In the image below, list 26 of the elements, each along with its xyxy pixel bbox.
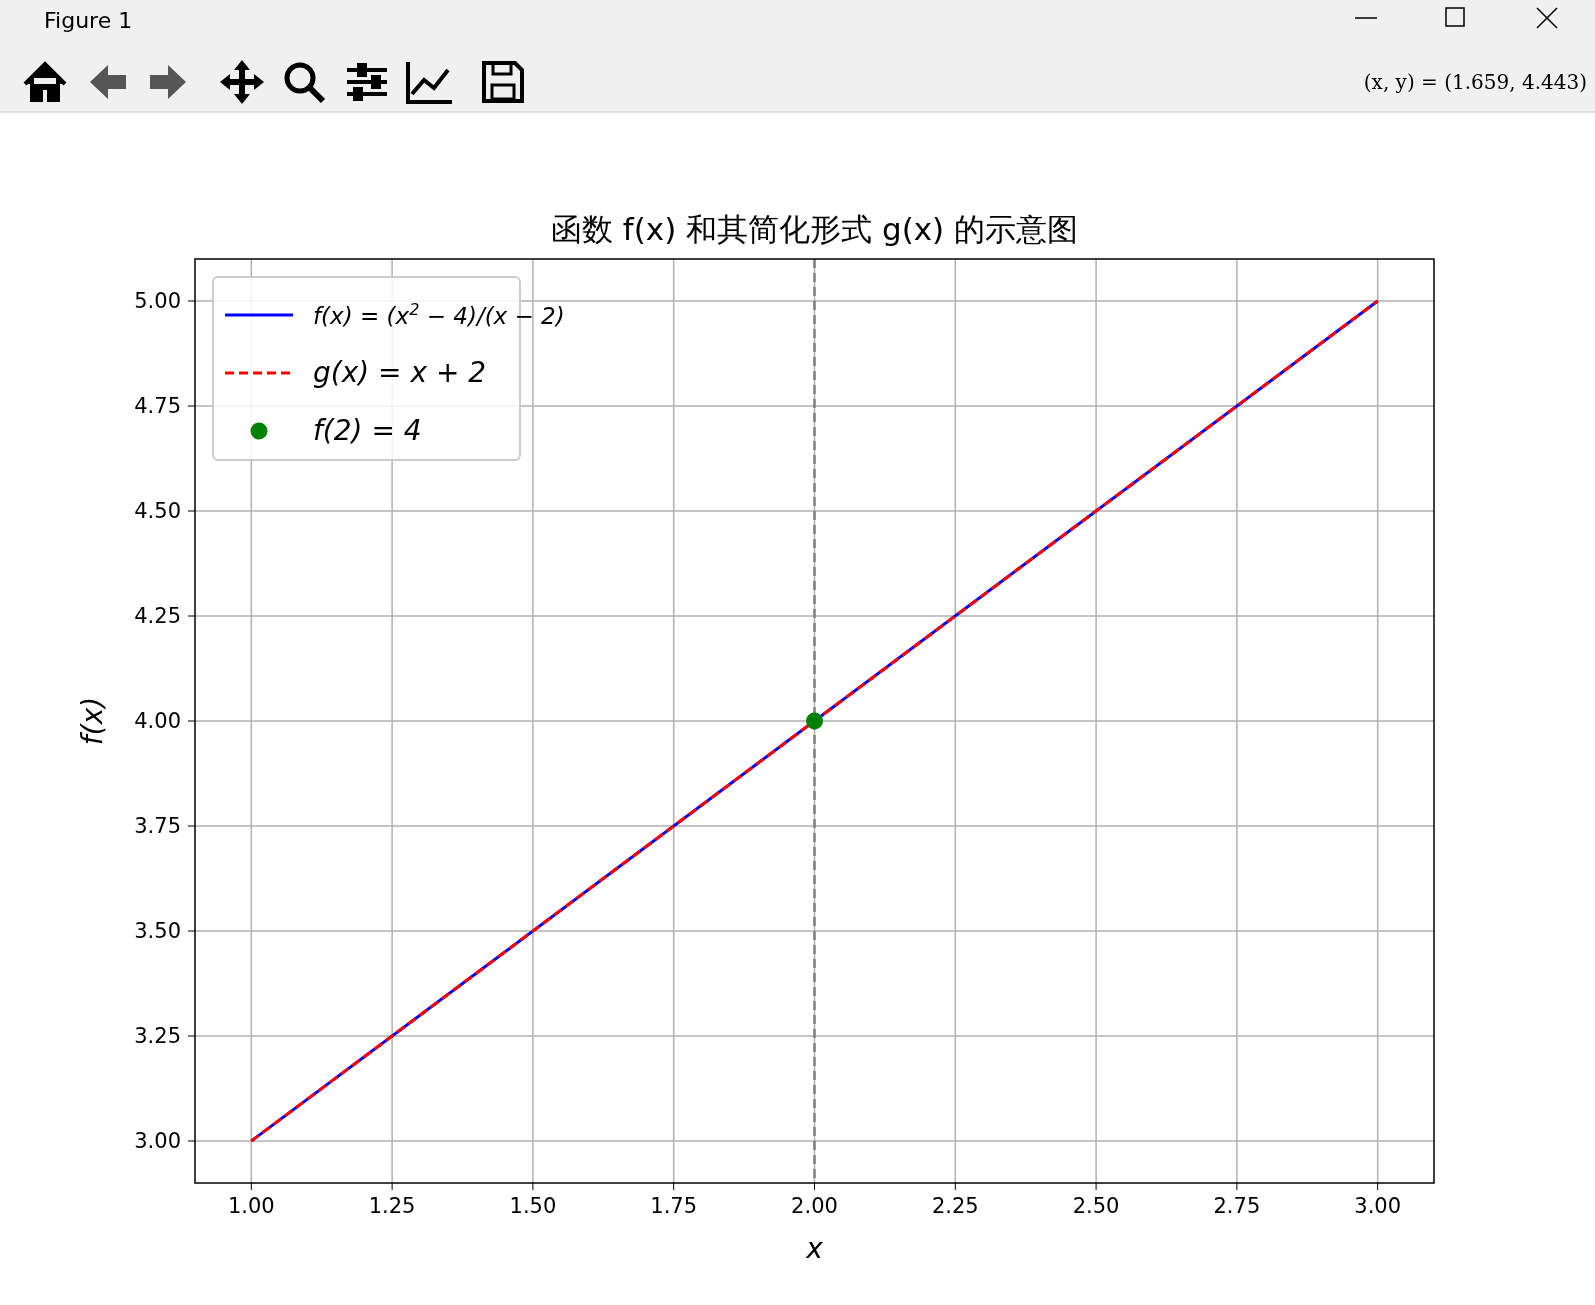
legend-label: f(x) = (x$^{2}$ − 4)/(x − 2) [313, 299, 565, 329]
x-tick-label: 1.00 [227, 1194, 275, 1218]
legend-label: g(x) = x + 2 [313, 356, 487, 389]
chart-title: 函数 f(x) 和其简化形式 g(x) 的示意图 [550, 211, 1079, 247]
y-tick-label: 3.00 [134, 1129, 181, 1153]
y-tick-label: 5.00 [134, 289, 181, 313]
x-tick-label: 2.50 [1072, 1194, 1120, 1218]
text: (x, y) = (1.659, 4.443) [1363, 70, 1587, 94]
x-tick-label: 2.00 [791, 1194, 838, 1218]
x-tick-label: 3.00 [1354, 1194, 1402, 1218]
y-axis-title: f(x) [76, 696, 109, 746]
x-tick-label: 1.75 [650, 1194, 698, 1218]
caption: Figure 1 [44, 8, 133, 33]
y-tick-label: 3.50 [134, 919, 181, 943]
y-tick-label: 3.25 [134, 1024, 181, 1048]
x-tick-label: 1.25 [368, 1194, 416, 1218]
x-axis-title: x [805, 1232, 824, 1265]
y-tick-label: 4.50 [134, 499, 181, 523]
y-tick-label: 4.75 [134, 394, 181, 418]
y-tick-label: 4.00 [134, 709, 181, 733]
x-tick-label: 2.25 [931, 1194, 979, 1218]
x-tick-label: 2.75 [1213, 1194, 1261, 1218]
legend-label: f(2) = 4 [313, 414, 422, 447]
y-tick-label: 4.25 [134, 604, 181, 628]
y-tick-label: 3.75 [134, 814, 181, 838]
x-tick-label: 1.50 [509, 1194, 557, 1218]
